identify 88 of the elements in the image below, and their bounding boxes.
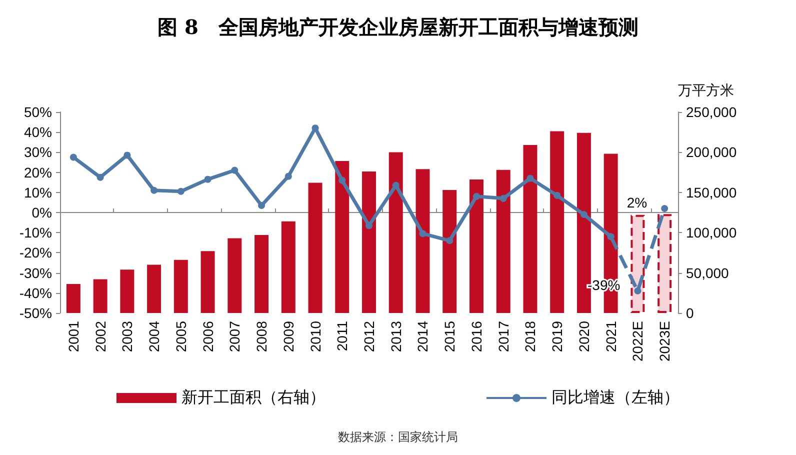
bar <box>416 169 430 313</box>
point <box>366 222 372 230</box>
bar <box>442 190 457 313</box>
point <box>96 174 104 181</box>
bar <box>228 238 242 313</box>
x-tick-label: 2011 <box>334 320 350 352</box>
y-tick-label: 10% <box>24 184 52 200</box>
point <box>124 152 131 159</box>
bar <box>147 264 162 313</box>
y2-tick-label: 100,000 <box>686 224 737 241</box>
point <box>150 186 158 194</box>
bar <box>93 279 108 313</box>
y2-tick-label: 50,000 <box>686 264 730 281</box>
bar <box>523 144 538 313</box>
y-tick-label: 40% <box>24 124 52 140</box>
point <box>419 230 426 238</box>
y-tick-label: -50% <box>19 305 52 321</box>
point <box>446 237 454 244</box>
point <box>338 176 346 184</box>
y-tick-label: 20% <box>24 164 52 180</box>
y-tick-label: 50% <box>24 104 52 120</box>
legend-label: 新开工面积（右轴） <box>182 388 326 406</box>
y-tick-label: -10% <box>19 224 52 241</box>
point <box>554 192 561 199</box>
y2-tick-label: 250,000 <box>686 104 737 120</box>
point <box>284 172 292 180</box>
bar <box>174 260 188 313</box>
x-tick-label: 2016 <box>468 320 484 352</box>
bar <box>550 131 564 313</box>
x-tick-label: 2021 <box>602 320 619 352</box>
point <box>70 154 77 161</box>
source-note: 数据来源：国家统计局 <box>338 430 458 444</box>
point <box>472 192 480 200</box>
bar <box>469 180 484 313</box>
bar <box>120 270 134 313</box>
x-tick-label: 2010 <box>307 320 324 352</box>
point <box>177 188 184 195</box>
point <box>526 174 534 182</box>
bar <box>200 251 215 313</box>
x-tick-label: 2008 <box>254 320 270 352</box>
y2-axis-title: 万平方米 <box>678 83 734 99</box>
x-tick-label: 2012 <box>361 320 377 352</box>
bar <box>362 171 376 313</box>
y-tick-label: 30% <box>24 144 52 160</box>
point <box>634 287 642 294</box>
point <box>231 166 238 174</box>
data-label: 2% <box>626 194 648 210</box>
chart-title: 图 8 全国房地产开发企业房屋新开工面积与增速预测 <box>158 15 638 39</box>
y2-tick-label: 0 <box>686 305 694 321</box>
point <box>258 202 266 209</box>
y2-tick-label: 200,000 <box>686 144 737 160</box>
x-tick-label: 2005 <box>172 320 189 352</box>
x-tick-label: 2002 <box>92 320 108 352</box>
bar <box>335 161 350 313</box>
x-tick-label: 2020 <box>576 320 592 352</box>
x-tick-label: 2014 <box>414 320 431 352</box>
bar <box>388 152 403 313</box>
y-tick-label: 0% <box>32 204 52 220</box>
x-tick-label: 2018 <box>522 320 538 352</box>
x-tick-label: 2004 <box>146 320 162 352</box>
bar <box>496 170 510 313</box>
x-tick-label: 2006 <box>200 320 216 352</box>
x-tick-label: 2015 <box>442 320 458 352</box>
y2-tick-label: 150,000 <box>686 184 737 200</box>
bar <box>281 221 296 313</box>
x-tick-label: 2013 <box>388 320 404 352</box>
point <box>204 176 212 183</box>
y-tick-label: -20% <box>19 244 52 261</box>
x-tick-label: 2023E <box>656 321 673 362</box>
point <box>607 233 614 240</box>
point <box>500 194 507 202</box>
x-tick-label: 2001 <box>65 320 82 352</box>
x-tick-label: 2007 <box>226 320 243 352</box>
y-tick-label: -40% <box>19 284 52 301</box>
x-tick-label: 2022E <box>630 321 646 362</box>
point <box>580 211 588 218</box>
x-tick-label: 2017 <box>495 320 512 352</box>
bar <box>308 182 322 313</box>
point <box>661 204 668 212</box>
bar <box>658 214 672 313</box>
x-tick-label: 2009 <box>280 320 296 352</box>
bar <box>66 284 80 313</box>
x-tick-label: 2003 <box>119 320 136 352</box>
bar <box>254 235 269 313</box>
legend-label: 同比增速（左轴） <box>552 388 680 406</box>
y-tick-label: -30% <box>19 264 52 281</box>
point <box>392 182 400 189</box>
x-tick-label: 2019 <box>549 320 566 352</box>
